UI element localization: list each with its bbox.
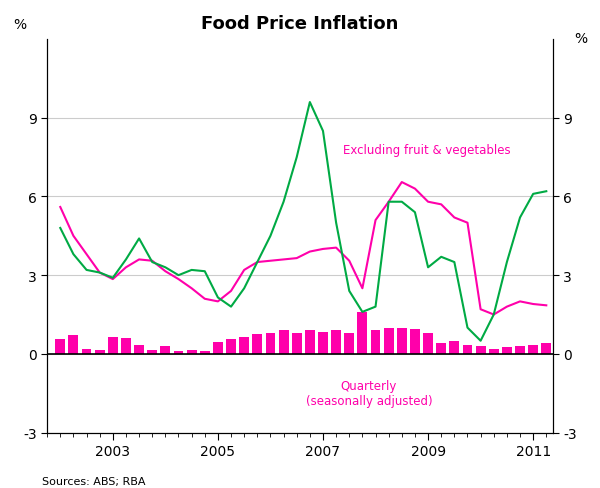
Bar (449, 341, 459, 354)
Bar (344, 333, 354, 354)
Bar (541, 344, 551, 354)
Bar (515, 346, 525, 354)
Bar (278, 330, 289, 354)
Y-axis label: %: % (13, 18, 26, 32)
Bar (68, 336, 79, 354)
Bar (55, 340, 65, 354)
Bar (173, 351, 184, 354)
Bar (213, 343, 223, 354)
Bar (384, 328, 394, 354)
Bar (200, 351, 209, 354)
Bar (95, 350, 104, 354)
Bar (134, 345, 144, 354)
Bar (121, 338, 131, 354)
Bar (147, 350, 157, 354)
Bar (371, 330, 380, 354)
Bar (226, 340, 236, 354)
Bar (476, 346, 485, 354)
Text: Excluding fruit & vegetables: Excluding fruit & vegetables (343, 143, 511, 157)
Bar (410, 329, 420, 354)
Title: Food Price Inflation: Food Price Inflation (202, 15, 398, 33)
Bar (358, 312, 367, 354)
Bar (502, 347, 512, 354)
Bar (187, 350, 197, 354)
Y-axis label: %: % (574, 32, 587, 46)
Bar (331, 330, 341, 354)
Bar (108, 337, 118, 354)
Bar (253, 334, 262, 354)
Bar (528, 345, 538, 354)
Bar (463, 345, 472, 354)
Bar (489, 349, 499, 354)
Bar (239, 337, 249, 354)
Bar (160, 346, 170, 354)
Bar (436, 344, 446, 354)
Bar (397, 328, 407, 354)
Bar (292, 333, 302, 354)
Text: Sources: ABS; RBA: Sources: ABS; RBA (42, 476, 146, 486)
Bar (82, 349, 91, 354)
Bar (423, 333, 433, 354)
Bar (266, 333, 275, 354)
Bar (318, 332, 328, 354)
Text: Quarterly
(seasonally adjusted): Quarterly (seasonally adjusted) (305, 379, 432, 407)
Bar (305, 330, 315, 354)
